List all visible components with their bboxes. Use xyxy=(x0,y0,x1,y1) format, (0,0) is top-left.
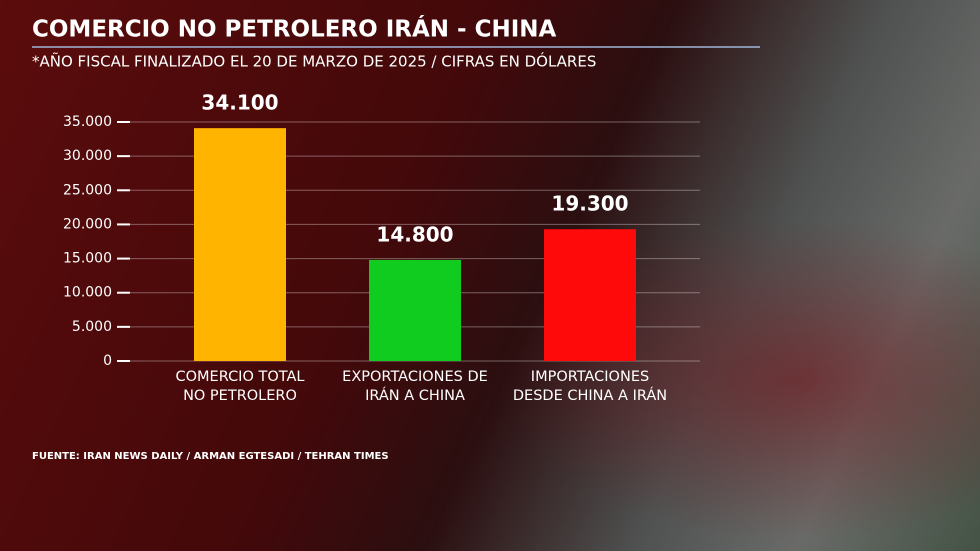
x-tick-label: COMERCIO TOTAL NO PETROLERO xyxy=(175,369,305,404)
bar xyxy=(369,259,461,361)
y-tick-label: 35.000 xyxy=(63,114,112,130)
value-label: 14.800 xyxy=(376,222,453,246)
y-tick-label: 0 xyxy=(103,353,112,369)
y-tick-label: 25.000 xyxy=(63,182,112,198)
y-tick-label: 5.000 xyxy=(72,319,112,335)
y-tick-label: 30.000 xyxy=(63,148,112,164)
bar xyxy=(544,229,636,361)
y-tick-label: 20.000 xyxy=(63,216,112,232)
y-tick-label: 10.000 xyxy=(63,285,112,301)
source: FUENTE: IRAN NEWS DAILY / ARMAN EGTESADI… xyxy=(32,451,389,462)
value-label: 19.300 xyxy=(551,192,628,216)
x-tick-label: EXPORTACIONES DE IRÁN A CHINA xyxy=(342,369,488,404)
chart-title: COMERCIO NO PETROLERO IRÁN - CHINA xyxy=(32,15,557,43)
bar xyxy=(194,128,286,361)
x-tick-label: IMPORTACIONES DESDE CHINA A IRÁN xyxy=(512,369,668,404)
y-tick-label: 15.000 xyxy=(63,251,112,267)
value-label: 34.100 xyxy=(201,91,278,115)
subtitle: *AÑO FISCAL FINALIZADO EL 20 DE MARZO DE… xyxy=(32,52,596,71)
